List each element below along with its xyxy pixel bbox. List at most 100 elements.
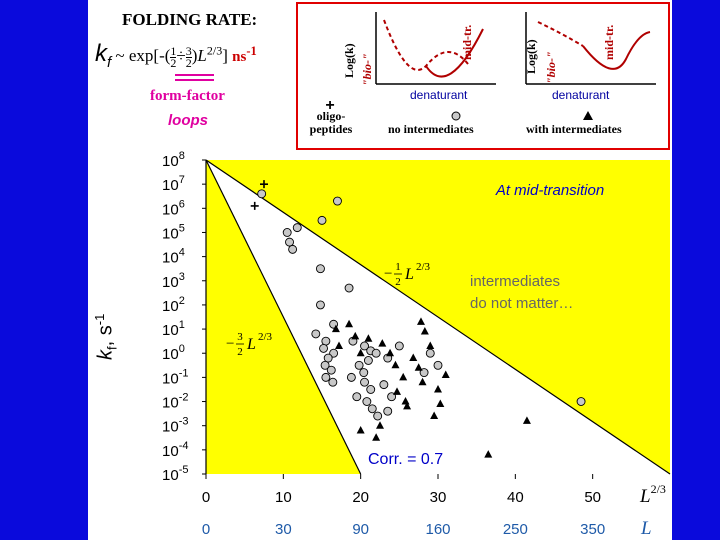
form-factor-label: form-factor xyxy=(150,88,225,104)
line-lower-label: −3 2 L 2/3 xyxy=(226,331,273,358)
circle-point xyxy=(576,397,586,406)
circle-point xyxy=(379,380,389,390)
legend-triangle-icon xyxy=(583,111,593,120)
formula-sep: ÷ xyxy=(176,46,186,65)
y-tick-label: 105 xyxy=(162,222,185,242)
line-upper-label: −1 2 L 2/3 xyxy=(384,261,431,288)
x-tick2-label: 30 xyxy=(275,521,292,538)
circle-point xyxy=(363,356,373,365)
formula-L-exp: 2/3 xyxy=(206,43,223,58)
formula-close: ) xyxy=(191,46,198,65)
x-tick2-label: 160 xyxy=(425,521,450,538)
x-tick2-label: 0 xyxy=(202,521,210,538)
legend-bio-right: "bio-" xyxy=(544,51,558,84)
circle-point xyxy=(344,283,354,293)
y-tick-exp: 3 xyxy=(179,271,185,283)
chart-lines xyxy=(205,159,671,475)
triangle-point xyxy=(376,421,384,429)
y-tick-exp: 5 xyxy=(179,222,185,234)
x-tick2-label: 90 xyxy=(352,521,369,538)
x-axis-label-top: L2/3 xyxy=(639,482,666,507)
legend-oligopeptides: oligo-peptides xyxy=(309,109,353,136)
circle-point xyxy=(285,237,294,247)
x-tick-label: 20 xyxy=(352,489,369,506)
line-upper-label-sign: − xyxy=(384,266,392,282)
triangle-point xyxy=(391,360,400,369)
x-axis-label-top-exp: 2/3 xyxy=(651,482,666,496)
triangle-point xyxy=(331,324,340,333)
circle-point xyxy=(433,360,443,370)
circle-point xyxy=(282,228,292,237)
formula-k: kf xyxy=(95,40,112,71)
legend-no-intermediates: no intermediates xyxy=(388,122,474,136)
circle-point xyxy=(360,377,369,387)
line-upper xyxy=(205,159,671,475)
triangle-point xyxy=(416,317,425,325)
plus-point xyxy=(260,180,268,189)
y-tick-exp: 1 xyxy=(179,319,185,331)
triangle-point xyxy=(426,341,435,349)
circle-point xyxy=(366,385,376,394)
line-lower-label-den: 2 xyxy=(237,346,243,358)
line-lower xyxy=(205,159,362,475)
triangle-point xyxy=(436,399,445,407)
legend-box: + Log(k) "bio-" mid-tr. Log(k) "bio-" mi… xyxy=(296,2,670,150)
x-tick2-label: 250 xyxy=(503,521,528,538)
y-tick-label: 106 xyxy=(162,198,185,218)
legend-denaturant-right: denaturant xyxy=(552,88,610,102)
y-tick-exp: 6 xyxy=(179,198,185,210)
triangle-point xyxy=(356,426,365,434)
formula-bracket-end: ] xyxy=(222,46,228,65)
legend-curve-right xyxy=(582,31,651,70)
y-tick-exp: -1 xyxy=(179,367,189,379)
folding-rate-formula: kf ~ exp[-(1 2÷3 2)L2/3] ns-1 xyxy=(95,40,257,71)
formula-main: ~ exp[-( xyxy=(111,46,171,65)
triangle-point xyxy=(434,384,442,393)
y-tick-exp: 0 xyxy=(179,343,185,355)
legend-log-k-left: Log(k) xyxy=(342,43,356,78)
y-tick-label: 103 xyxy=(162,271,185,291)
circle-point xyxy=(362,397,372,406)
correlation-label: Corr. = 0.7 xyxy=(368,451,443,468)
circle-point xyxy=(317,215,327,225)
legend-denaturant-left: denaturant xyxy=(410,88,468,102)
triangle-point xyxy=(335,341,344,349)
legend-curve-right-dashed xyxy=(537,21,584,47)
legend-circle-icon xyxy=(451,111,461,121)
line-lower-label-sign: − xyxy=(226,336,234,352)
triangle-point xyxy=(364,334,373,342)
triangle-point xyxy=(399,372,408,381)
circle-point xyxy=(316,264,325,274)
formula-unit: ns-1 xyxy=(232,44,257,65)
y-tick-label: 102 xyxy=(162,295,185,315)
circle-point xyxy=(371,348,381,358)
legend-curve-left xyxy=(425,28,484,78)
legend-curve-left-dashed xyxy=(383,19,469,71)
legend-midtr-left: mid-tr. xyxy=(460,24,474,60)
x-tick-label: 50 xyxy=(584,489,601,506)
y-tick-label: 107 xyxy=(162,174,185,194)
y-tick-label: 100 xyxy=(162,343,185,363)
y-tick-label: 10-2 xyxy=(162,392,188,412)
legend-bio-left: "bio-" xyxy=(360,53,374,86)
line-lower-label-num: 3 xyxy=(237,331,243,343)
triangle-point xyxy=(441,370,450,378)
circle-point xyxy=(394,341,404,351)
triangle-point xyxy=(351,331,360,340)
folding-rate-title: FOLDING RATE: xyxy=(122,10,258,29)
x-tick-label: 40 xyxy=(507,489,524,506)
y-tick-label: 104 xyxy=(162,247,185,267)
form-factor-underline xyxy=(175,74,214,81)
scatter-chart: 10810710610510410310210110010-110-210-31… xyxy=(162,150,671,539)
x-axis-label-bottom: L xyxy=(640,518,652,539)
circle-point xyxy=(352,392,362,402)
circle-point xyxy=(321,372,331,382)
circle-point xyxy=(367,404,377,414)
triangle-point xyxy=(386,348,395,357)
circle-point xyxy=(257,189,267,199)
legend-plus-icon: + xyxy=(325,97,334,114)
line-lower-label-exp: 2/3 xyxy=(258,331,273,343)
triangle-point xyxy=(345,319,354,328)
circle-point xyxy=(360,341,369,351)
